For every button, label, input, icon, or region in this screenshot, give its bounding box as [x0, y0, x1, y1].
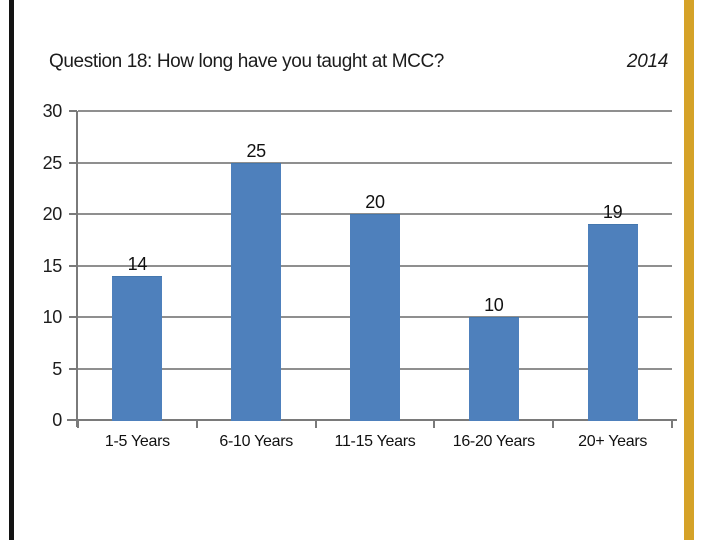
x-axis-tick — [77, 421, 79, 428]
y-axis-label: 10 — [42, 307, 63, 327]
x-axis-label: 1-5 Years — [104, 433, 170, 450]
y-axis-tick — [69, 264, 77, 267]
chart-title: Question 18: How long have you taught at… — [49, 51, 444, 72]
y-axis-tick — [69, 213, 77, 215]
bar-value-label: 10 — [484, 295, 504, 315]
y-axis-label: 30 — [42, 101, 63, 121]
y-axis-label: 20 — [42, 204, 63, 224]
y-axis-tick — [69, 367, 77, 370]
bar — [350, 214, 400, 421]
x-axis-tick — [314, 421, 317, 428]
y-axis-tick — [69, 110, 77, 112]
year-label: 2014 — [626, 51, 668, 72]
y-axis-label: 0 — [52, 410, 62, 430]
x-axis-label: 16-20 Years — [452, 433, 535, 450]
bar — [587, 224, 638, 421]
bar-value-label: 20 — [365, 192, 385, 212]
bar — [112, 275, 163, 421]
right-edge-accent-bar — [684, 0, 694, 540]
x-axis-label: 6-10 Years — [219, 433, 293, 450]
y-axis-line — [76, 111, 78, 427]
y-axis-tick — [69, 316, 77, 318]
y-axis-tick — [69, 161, 77, 164]
x-axis-tick — [195, 421, 198, 428]
y-axis-label: 5 — [52, 358, 62, 379]
x-axis-tick — [552, 421, 555, 428]
gridline — [78, 161, 672, 164]
bar-value-label: 25 — [246, 140, 266, 161]
bar — [231, 162, 282, 421]
x-axis-tick — [671, 421, 673, 428]
bar — [468, 317, 519, 421]
y-axis-label: 25 — [42, 152, 63, 173]
gridline — [78, 110, 672, 112]
x-axis-label: 11-15 Years — [334, 433, 416, 450]
x-axis-tick — [433, 421, 436, 428]
bar-value-label: 19 — [602, 202, 623, 223]
x-axis-label: 20+ Years — [578, 433, 648, 450]
y-axis-label: 15 — [42, 255, 63, 276]
left-edge-accent-bar — [9, 0, 14, 540]
bar-value-label: 14 — [127, 253, 148, 274]
